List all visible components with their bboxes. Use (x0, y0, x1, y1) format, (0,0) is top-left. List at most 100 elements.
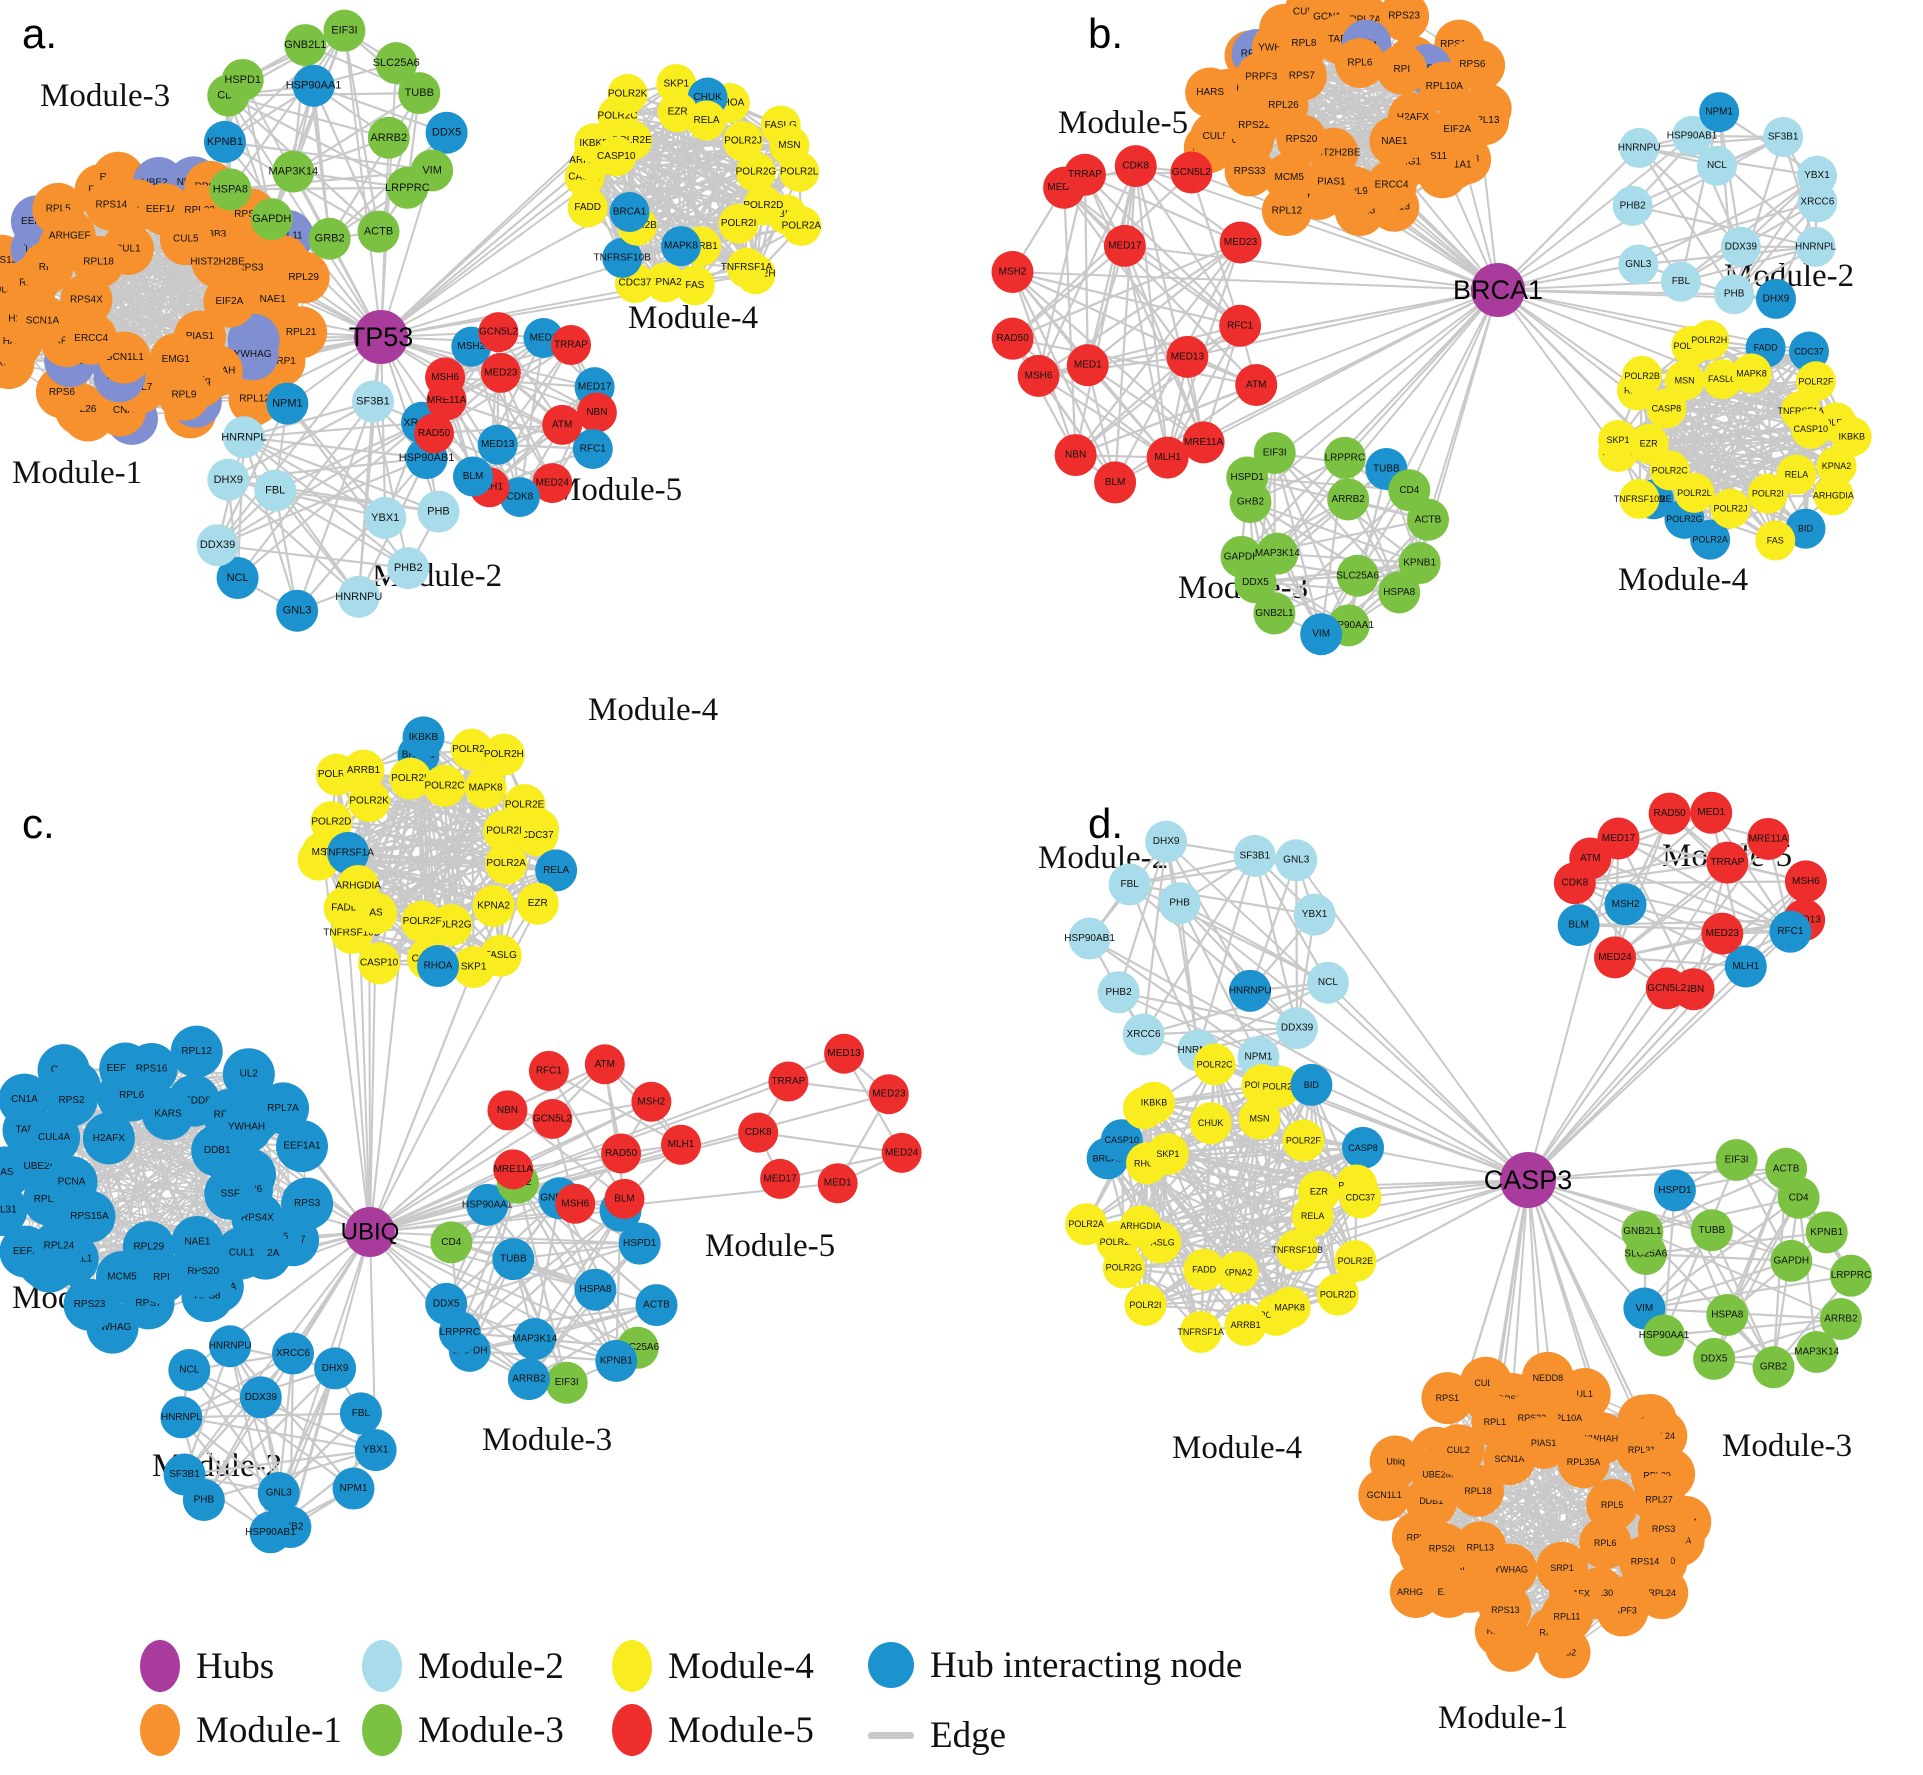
network-node[interactable]: BLM (1557, 904, 1600, 947)
network-node[interactable]: KPNB1 (595, 1339, 638, 1382)
network-node[interactable]: MAPK8 (1268, 1286, 1311, 1329)
network-node[interactable]: MED23 (868, 1074, 909, 1115)
network-node[interactable]: HSPD1 (221, 58, 264, 101)
network-node[interactable]: POLR2I (1124, 1283, 1167, 1326)
network-node[interactable]: GCN5L2 (1170, 151, 1213, 194)
network-node[interactable]: SKP1 (1146, 1132, 1189, 1175)
network-node[interactable]: MSH6 (1017, 354, 1060, 397)
network-node[interactable]: POLR2H (1689, 320, 1730, 361)
network-node[interactable]: FADD (1183, 1248, 1226, 1291)
network-node[interactable]: MSN (1664, 360, 1705, 401)
network-node[interactable]: CDK8 (1553, 862, 1596, 905)
network-node[interactable]: MED13 (477, 424, 518, 465)
network-node[interactable]: POLR2I (718, 203, 759, 244)
network-node[interactable]: RPL12 (170, 1025, 223, 1078)
network-node[interactable]: POLR2A (485, 842, 528, 885)
network-node[interactable]: MED13 (824, 1033, 865, 1074)
network-node[interactable]: PHB (417, 490, 460, 533)
network-node[interactable]: EMG1 (149, 333, 202, 386)
network-node[interactable]: TRRAP (1063, 153, 1106, 196)
network-node[interactable]: ACTB (1406, 498, 1449, 541)
network-node[interactable]: LRPPRC (1323, 436, 1366, 479)
network-node[interactable]: EIF3I (1253, 432, 1296, 475)
network-node[interactable]: YBX1 (354, 1429, 397, 1472)
network-node[interactable]: DDB1 (191, 1124, 244, 1177)
network-node[interactable]: ATM (584, 1044, 625, 1085)
network-node[interactable]: POLR2F (1282, 1119, 1325, 1162)
network-node[interactable]: EIF3I (545, 1361, 588, 1404)
network-node[interactable]: FBL (1108, 863, 1151, 906)
network-node[interactable]: KPNB1 (1805, 1211, 1848, 1254)
network-node[interactable]: GCN5L2 (478, 312, 519, 353)
network-node[interactable]: ARRB2 (367, 116, 410, 159)
network-node[interactable]: RAD50 (1648, 792, 1691, 835)
network-node[interactable]: PHB (1714, 274, 1755, 315)
network-node[interactable]: POLR2C (1193, 1043, 1236, 1086)
network-node[interactable]: GRB2 (308, 217, 351, 260)
network-node[interactable]: TUBB (492, 1238, 535, 1281)
network-node[interactable]: MED1 (1066, 344, 1109, 387)
network-node[interactable]: MLH1 (661, 1124, 702, 1165)
network-node[interactable]: BLM (604, 1178, 645, 1219)
network-node[interactable]: ERCC4 (1366, 160, 1417, 211)
network-node[interactable]: RPL18 (72, 235, 125, 288)
network-node[interactable]: NBN (487, 1090, 528, 1131)
network-node[interactable]: HNRNPL (160, 1396, 203, 1439)
network-node[interactable]: NCL (1306, 961, 1349, 1004)
network-node[interactable]: CD4 (430, 1221, 473, 1264)
network-node[interactable]: LRPPRC (1829, 1254, 1872, 1297)
network-node[interactable]: MED23 (1701, 912, 1744, 955)
network-node[interactable]: CDC37 (1339, 1176, 1382, 1219)
network-node[interactable]: NAE1 (171, 1215, 224, 1268)
network-node[interactable]: RPL35A (1557, 1436, 1610, 1489)
network-node[interactable]: EIF3I (323, 9, 366, 52)
network-node[interactable]: POLR2C (423, 764, 466, 807)
network-node[interactable]: KPNB1 (203, 120, 246, 163)
hub-node[interactable]: TP53 (349, 310, 414, 364)
network-node[interactable]: CASP10 (596, 136, 637, 177)
network-node[interactable]: RAD50 (601, 1133, 642, 1174)
network-node[interactable]: DDX5 (425, 111, 468, 154)
network-node[interactable]: CD4 (1777, 1176, 1820, 1219)
network-node[interactable]: CASP8 (1342, 1126, 1385, 1169)
network-node[interactable]: FBL (1660, 261, 1701, 302)
network-node[interactable]: CDK8 (1114, 145, 1157, 188)
network-node[interactable]: POLR2I (1747, 473, 1788, 514)
network-node[interactable]: GAPDH (1220, 535, 1263, 578)
network-node[interactable]: GNL3 (1618, 244, 1659, 285)
network-node[interactable]: GNL3 (276, 589, 319, 632)
network-node[interactable]: MED23 (480, 352, 521, 393)
network-node[interactable]: KARS (142, 1087, 195, 1140)
network-node[interactable]: MAPK8 (660, 226, 701, 267)
network-node[interactable]: SF3B1 (1233, 834, 1276, 877)
network-node[interactable]: GNB2L1 (1621, 1210, 1664, 1253)
network-node[interactable]: NPM1 (1699, 92, 1740, 133)
network-node[interactable]: MSH2 (991, 250, 1034, 293)
network-node[interactable]: NPM1 (332, 1467, 375, 1510)
network-node[interactable]: PHB2 (1097, 971, 1140, 1014)
network-node[interactable]: GAPDH (250, 198, 293, 241)
network-node[interactable]: MAPK8 (1731, 353, 1772, 394)
network-node[interactable]: PCNA (45, 1156, 98, 1209)
network-node[interactable]: EZR (516, 882, 559, 925)
network-node[interactable]: ARHGDIA (1119, 1205, 1162, 1248)
hub-node[interactable]: CASP3 (1484, 1152, 1573, 1208)
network-node[interactable]: RFC1 (528, 1050, 569, 1091)
network-node[interactable]: CASP10 (1790, 408, 1831, 449)
network-node[interactable]: MSH6 (425, 357, 466, 398)
network-node[interactable]: MAP3K14 (269, 150, 319, 193)
network-node[interactable]: POLR2A (1065, 1203, 1108, 1246)
network-node[interactable]: POLR2A (781, 205, 821, 246)
network-node[interactable]: RPS3 (281, 1177, 334, 1230)
network-node[interactable]: MED17 (1597, 817, 1640, 860)
network-node[interactable]: POLR2K (348, 780, 391, 823)
network-node[interactable]: FAS (1755, 520, 1796, 561)
network-node[interactable]: MED23 (1219, 221, 1262, 264)
network-node[interactable]: MED1 (817, 1163, 858, 1204)
network-node[interactable]: MSH2 (1604, 883, 1647, 926)
network-node[interactable]: MED1 (1690, 791, 1733, 834)
network-node[interactable]: RPL11 (1540, 1590, 1593, 1643)
network-node[interactable]: FBL (339, 1392, 382, 1435)
network-node[interactable]: DDX39 (196, 524, 239, 567)
network-node[interactable]: RELA (686, 100, 727, 141)
